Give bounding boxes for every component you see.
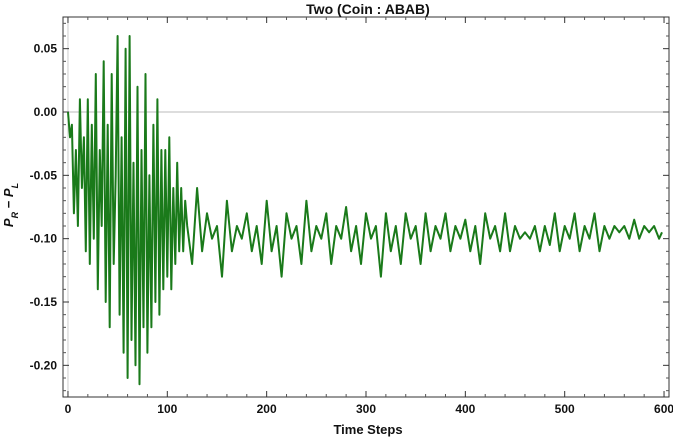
- chart-title: Two (Coin : ABAB): [306, 1, 430, 17]
- x-tick-label: 0: [65, 402, 72, 416]
- y-axis-label: PR − PL: [1, 183, 20, 227]
- x-tick-label: 400: [455, 402, 475, 416]
- y-label-p2: P: [1, 188, 16, 197]
- x-tick-label: 100: [157, 402, 177, 416]
- x-tick-label: 300: [356, 402, 376, 416]
- y-tick-label: -0.20: [30, 358, 58, 372]
- series-line: [67, 35, 663, 386]
- y-label-minus: −: [1, 197, 16, 212]
- axis-ticks: 0 100 200 300 400 500 600 -0.20 -0.15 -0.10 -0.05 0…: [30, 17, 673, 416]
- x-tick-label: 200: [257, 402, 277, 416]
- y-tick-label: 0.00: [34, 105, 58, 119]
- x-tick-label: 600: [654, 402, 673, 416]
- y-tick-label: -0.15: [30, 295, 58, 309]
- x-axis-label: Time Steps: [333, 422, 402, 437]
- x-tick-label: 500: [555, 402, 575, 416]
- y-tick-label: 0.05: [34, 42, 58, 56]
- y-label-p: P: [1, 218, 16, 227]
- y-label-sub-l: L: [10, 183, 20, 189]
- y-tick-label: -0.05: [30, 168, 58, 182]
- y-label-sub-r: R: [10, 211, 20, 218]
- y-tick-label: -0.10: [30, 232, 58, 246]
